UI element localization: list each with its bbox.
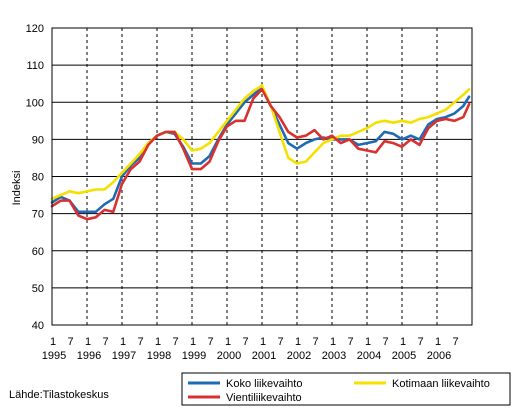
- x-month-tick-label: 1: [155, 336, 161, 348]
- y-tick-label: 70: [32, 209, 44, 221]
- x-year-label: 2002: [287, 350, 311, 362]
- x-month-tick-label: 7: [172, 336, 178, 348]
- x-year-label: 2000: [217, 350, 241, 362]
- x-month-tick-label: 1: [190, 336, 196, 348]
- x-month-tick-label: 7: [417, 336, 423, 348]
- y-tick-label: 110: [26, 60, 44, 72]
- legend: Koko liikevaihto Kotimaan liikevaihto Vien…: [181, 372, 511, 406]
- x-month-tick-label: 1: [400, 336, 406, 348]
- y-axis-label: Indeksi: [11, 171, 23, 206]
- x-year-label: 2004: [357, 350, 381, 362]
- x-month-tick-label: 7: [102, 336, 108, 348]
- y-tick-label: 80: [32, 172, 44, 184]
- x-year-label: 1995: [42, 350, 66, 362]
- legend-label: Vientiliikevaihto: [226, 392, 302, 404]
- y-tick-label: 50: [32, 283, 44, 295]
- x-year-label: 2003: [322, 350, 346, 362]
- x-month-tick-label: 7: [452, 336, 458, 348]
- series-line-1: [50, 86, 471, 214]
- legend-label: Kotimaan liikevaihto: [392, 378, 490, 390]
- x-year-label: 1996: [77, 350, 101, 362]
- x-month-tick-label: 1: [225, 336, 231, 348]
- x-month-tick-label: 1: [260, 336, 266, 348]
- x-month-tick-label: 7: [347, 336, 353, 348]
- x-year-label: 2001: [252, 350, 276, 362]
- series-line-3: [50, 88, 471, 221]
- y-tick-label: 120: [26, 23, 44, 35]
- y-tick-label: 40: [32, 320, 44, 332]
- legend-box: [181, 372, 511, 406]
- x-month-tick-label: 1: [50, 336, 56, 348]
- plot-frame: [51, 27, 473, 326]
- x-year-label: 2005: [392, 350, 416, 362]
- x-month-tick-label: 7: [137, 336, 143, 348]
- x-year-label: 1999: [182, 350, 206, 362]
- x-month-tick-label: 7: [242, 336, 248, 348]
- y-tick-label: 60: [32, 246, 44, 258]
- x-year-label: 2006: [427, 350, 451, 362]
- x-month-tick-label: 1: [365, 336, 371, 348]
- x-year-label: 1998: [147, 350, 171, 362]
- source-text: Lähde:Tilastokeskus: [9, 389, 109, 401]
- x-month-tick-label: 7: [382, 336, 388, 348]
- x-month-tick-label: 7: [277, 336, 283, 348]
- legend-label: Koko liikevaihto: [226, 378, 302, 390]
- x-month-tick-label: 1: [330, 336, 336, 348]
- series-lines: [50, 84, 471, 221]
- series-line-2: [50, 84, 471, 201]
- y-tick-label: 90: [32, 134, 44, 146]
- x-year-label: 1997: [112, 350, 136, 362]
- x-month-tick-label: 1: [295, 336, 301, 348]
- y-tick-label: 100: [26, 97, 44, 109]
- x-month-tick-label: 1: [120, 336, 126, 348]
- grid: [52, 27, 472, 326]
- x-month-tick-label: 7: [312, 336, 318, 348]
- x-month-tick-label: 7: [207, 336, 213, 348]
- x-month-tick-label: 1: [85, 336, 91, 348]
- x-month-tick-label: 7: [67, 336, 73, 348]
- x-month-tick-label: 1: [435, 336, 441, 348]
